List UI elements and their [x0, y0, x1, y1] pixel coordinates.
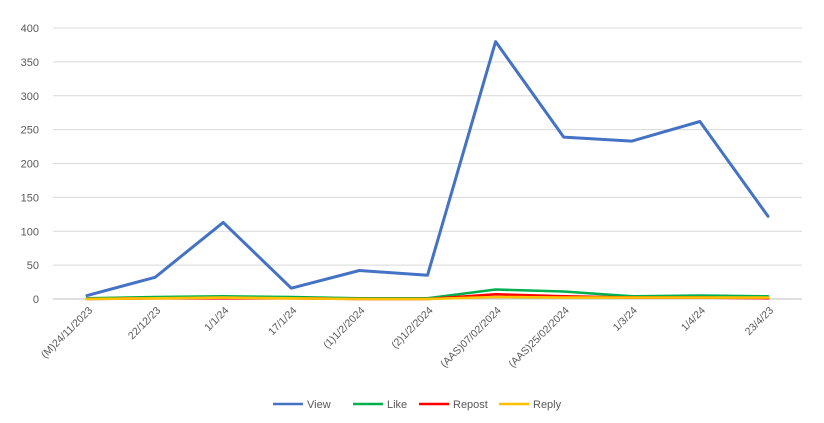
- y-tick-label: 100: [21, 226, 39, 238]
- x-tick-label: (1)1/2/2024: [321, 305, 368, 352]
- y-tick-label: 300: [21, 91, 39, 103]
- y-tick-label: 0: [33, 294, 39, 306]
- legend-label-like: Like: [387, 399, 407, 411]
- series-line-reply: [85, 295, 770, 301]
- legend-label-view: View: [307, 399, 331, 411]
- y-tick-label: 200: [21, 159, 39, 171]
- x-axis: (M)24/11/2023 22/12/23 1/1/24 17/1/24 (1)1/2…: [39, 305, 776, 371]
- y-tick-label: 400: [21, 23, 39, 35]
- x-tick-label: 1/3/24: [611, 305, 640, 334]
- x-tick-label: (2)1/2/2024: [389, 305, 436, 352]
- series-line-view: [85, 40, 770, 298]
- legend-label-reply: Reply: [533, 399, 562, 411]
- x-tick-label: 1/1/24: [202, 305, 231, 334]
- legend: View Like Repost Reply: [273, 399, 562, 411]
- x-tick-label: (AAS)25/02/2024: [506, 305, 572, 371]
- x-tick-label: (M)24/11/2023: [39, 305, 95, 361]
- y-tick-label: 150: [21, 192, 39, 204]
- gridlines: [53, 27, 802, 300]
- x-tick-label: 17/1/24: [266, 305, 299, 338]
- x-tick-label: 1/4/24: [679, 305, 708, 334]
- y-tick-label: 50: [27, 260, 39, 272]
- x-tick-label: 22/12/23: [126, 305, 163, 342]
- y-tick-label: 350: [21, 57, 39, 69]
- y-tick-label: 250: [21, 125, 39, 137]
- legend-label-repost: Repost: [453, 399, 488, 411]
- series-lines: [85, 40, 770, 301]
- x-tick-label: 23/4/23: [743, 305, 776, 338]
- x-tick-label: (AAS)07/02/2024: [438, 305, 504, 371]
- y-axis: 0 50 100 150 200 250 300 350 400: [21, 23, 39, 306]
